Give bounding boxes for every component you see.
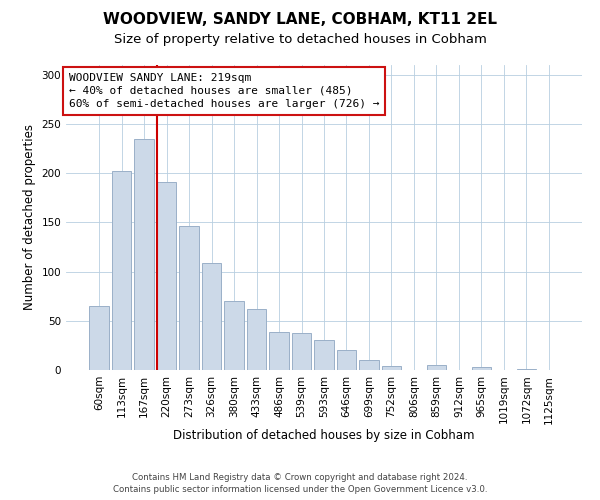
Bar [202, 263, 221, 370]
Bar [89, 306, 109, 370]
Text: WOODVIEW, SANDY LANE, COBHAM, KT11 2EL: WOODVIEW, SANDY LANE, COBHAM, KT11 2EL [103, 12, 497, 28]
Bar [224, 301, 244, 370]
X-axis label: Distribution of detached houses by size in Cobham: Distribution of detached houses by size … [173, 429, 475, 442]
Bar [472, 367, 491, 370]
Bar [247, 309, 266, 370]
Bar [112, 172, 131, 370]
Bar [269, 332, 289, 370]
Bar [359, 360, 379, 370]
Bar [382, 366, 401, 370]
Bar [337, 350, 356, 370]
Bar [314, 340, 334, 370]
Text: Contains HM Land Registry data © Crown copyright and database right 2024.: Contains HM Land Registry data © Crown c… [132, 473, 468, 482]
Bar [517, 369, 536, 370]
Text: WOODVIEW SANDY LANE: 219sqm
← 40% of detached houses are smaller (485)
60% of se: WOODVIEW SANDY LANE: 219sqm ← 40% of det… [68, 72, 379, 109]
Y-axis label: Number of detached properties: Number of detached properties [23, 124, 36, 310]
Text: Contains public sector information licensed under the Open Government Licence v3: Contains public sector information licen… [113, 484, 487, 494]
Text: Size of property relative to detached houses in Cobham: Size of property relative to detached ho… [113, 32, 487, 46]
Bar [179, 226, 199, 370]
Bar [427, 365, 446, 370]
Bar [157, 182, 176, 370]
Bar [292, 332, 311, 370]
Bar [134, 139, 154, 370]
